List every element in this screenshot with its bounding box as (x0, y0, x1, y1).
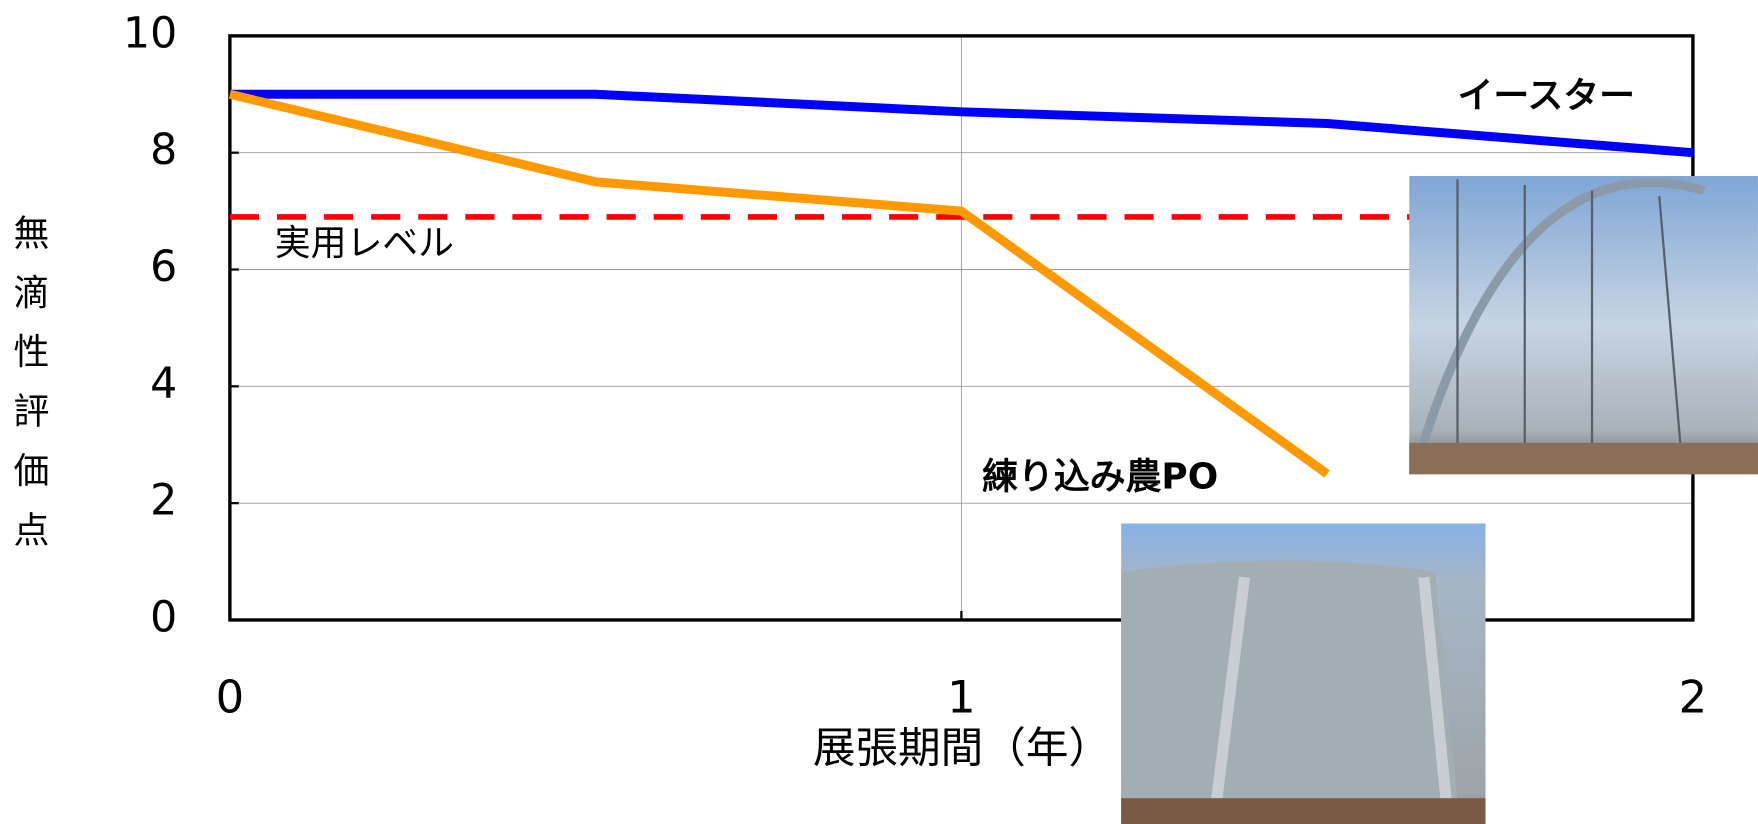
series-line (228, 89, 1330, 478)
y-tick-label: 4 (150, 359, 177, 409)
photo-po-house (1121, 523, 1486, 824)
reference-label: 実用レベル (275, 223, 454, 264)
photo-ester-house (1409, 176, 1758, 475)
x-tick-label: 2 (1679, 671, 1708, 724)
series-label: イースター (1457, 76, 1635, 117)
y-tick-label: 2 (150, 476, 177, 526)
x-tick-label: 0 (216, 671, 245, 724)
y-axis-label: 無滴性評価点 (14, 213, 50, 551)
y-tick-label: 8 (150, 125, 177, 175)
series-label: 練り込み農PO (982, 457, 1218, 498)
y-tick-label: 10 (123, 8, 177, 58)
x-axis-label: 展張期間（年） (813, 724, 1111, 774)
y-tick-label: 6 (150, 242, 177, 292)
y-tick-label: 0 (150, 592, 177, 642)
x-tick-label: 1 (947, 671, 976, 724)
series-line (229, 89, 1694, 158)
